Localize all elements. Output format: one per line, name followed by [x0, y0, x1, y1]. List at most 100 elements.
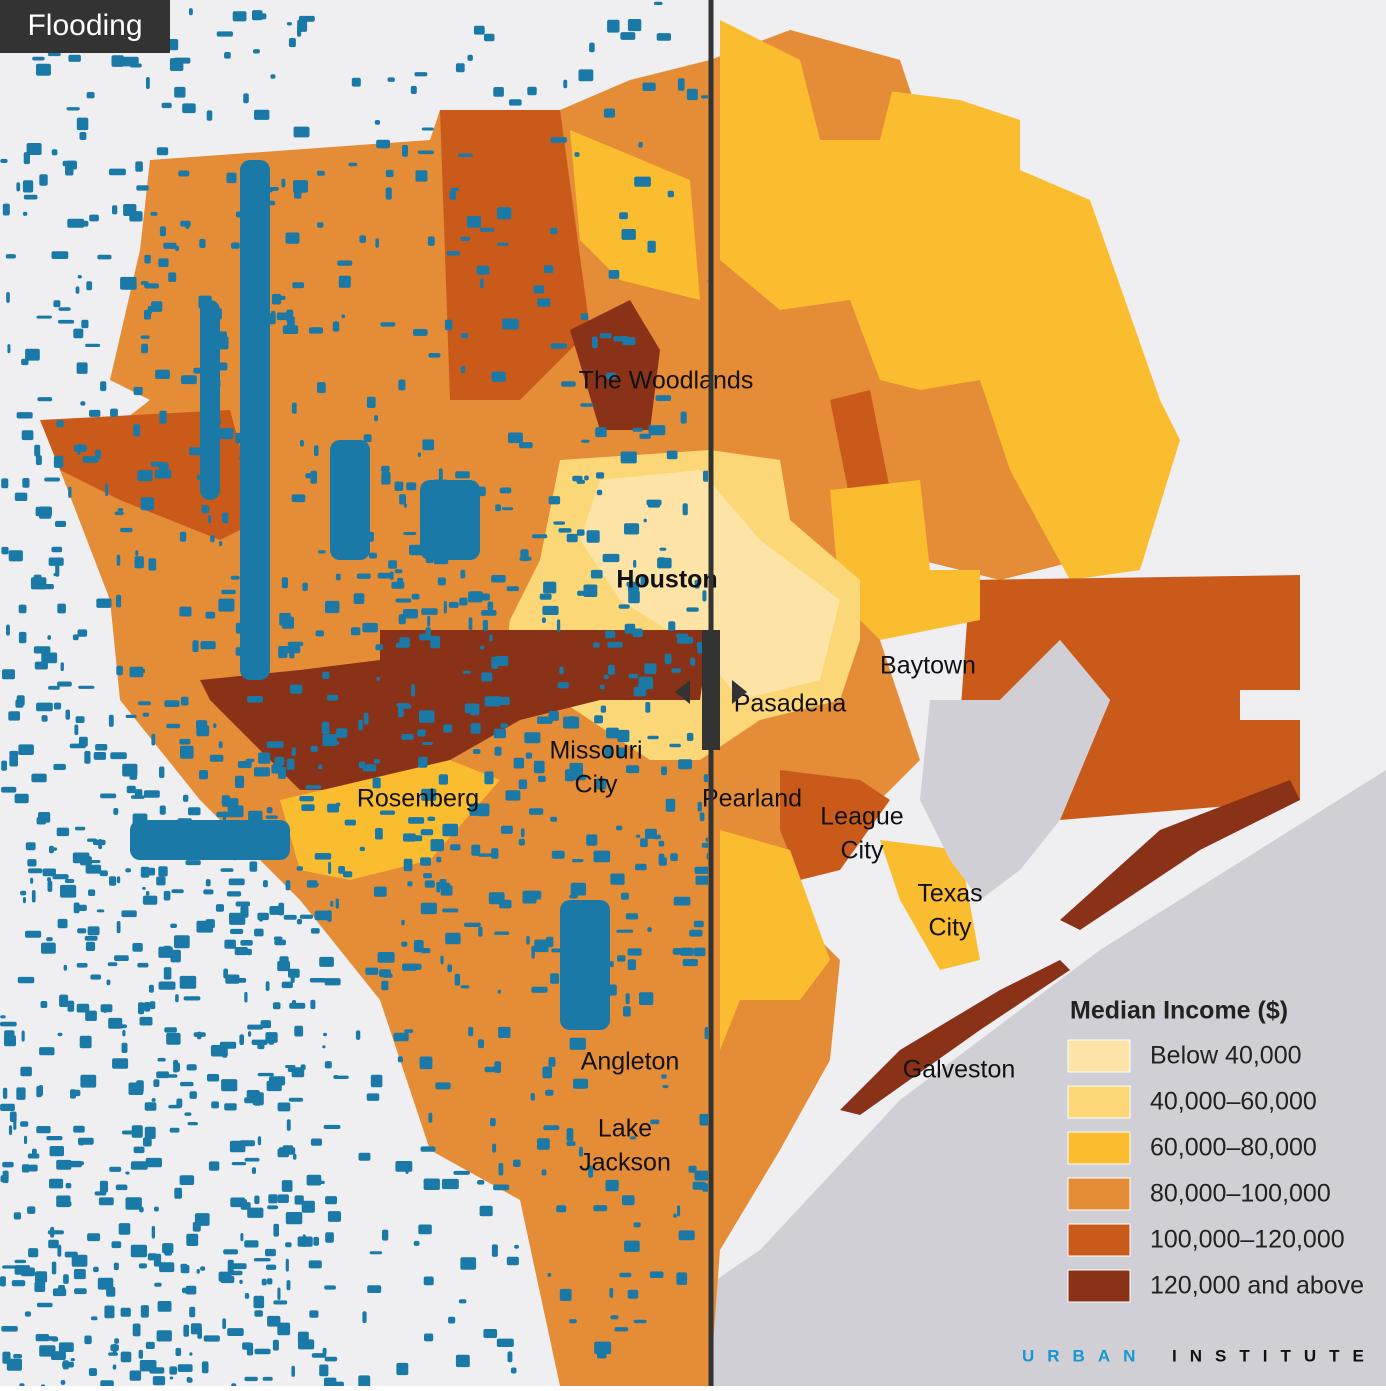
flood-patch	[263, 880, 268, 888]
flood-patch	[121, 910, 137, 918]
flood-patch	[296, 866, 303, 871]
flood-patch	[80, 1074, 97, 1088]
flood-patch	[88, 1368, 97, 1376]
flood-patch	[363, 712, 369, 725]
flood-patch	[686, 607, 699, 612]
flood-patch	[118, 1223, 131, 1235]
flood-patch	[75, 716, 85, 723]
flood-patch	[370, 1074, 383, 1088]
flood-patch	[297, 25, 302, 37]
flood-patch	[491, 1244, 498, 1257]
flood-patch	[291, 747, 296, 756]
flood-patch	[64, 879, 75, 883]
place-label: Rosenberg	[357, 785, 479, 813]
flood-patch	[144, 309, 151, 320]
flood-patch	[244, 1293, 250, 1299]
flood-patch	[403, 503, 407, 508]
flood-patch	[116, 921, 121, 934]
flood-patch	[138, 1002, 145, 1015]
flood-patch	[444, 319, 453, 331]
flood-patch	[496, 1338, 514, 1347]
flood-patch	[277, 1322, 291, 1336]
flood-patch	[310, 470, 317, 484]
flood-patch	[694, 1170, 708, 1181]
flood-patch	[49, 845, 54, 854]
flood-patch	[224, 428, 233, 438]
flood-patch	[550, 227, 558, 235]
flood-patch	[208, 1161, 220, 1171]
flood-patch	[629, 1136, 637, 1140]
flood-patch	[30, 877, 34, 884]
flood-patch	[71, 1089, 81, 1097]
flood-patch	[686, 732, 694, 741]
flood-patch	[108, 168, 126, 176]
flood-patch	[336, 728, 348, 738]
flood-patch	[589, 42, 595, 53]
flood-patch	[53, 763, 66, 770]
flood-patch	[675, 633, 689, 638]
flood-patch	[16, 412, 33, 419]
flood-patch	[508, 432, 523, 444]
flood-patch	[158, 258, 169, 267]
flood-patch	[60, 1380, 66, 1385]
flood-patch	[285, 1242, 292, 1248]
flood-patch	[266, 1264, 277, 1270]
flood-patch	[53, 702, 62, 710]
flood-patch	[289, 1002, 306, 1009]
flood-patch	[669, 743, 681, 748]
flood-patch	[143, 1137, 152, 1147]
flood-patch	[325, 600, 340, 614]
flood-patch	[189, 447, 201, 456]
flood-patch	[283, 914, 297, 920]
flood-patch	[2, 669, 15, 680]
flood-patch	[133, 424, 141, 437]
flood-patch	[39, 1345, 56, 1357]
flood-patch	[697, 801, 702, 812]
flood-patch	[144, 1126, 156, 1139]
flood-patch	[274, 939, 286, 946]
flood-patch	[627, 948, 642, 956]
swipe-handle[interactable]	[702, 630, 720, 750]
flood-patch	[285, 1212, 303, 1225]
flood-patch	[520, 828, 525, 838]
flood-patch	[498, 1162, 504, 1176]
flood-patch	[291, 402, 297, 414]
flood-patch	[335, 898, 339, 909]
flood-patch	[678, 1230, 695, 1241]
flood-patch	[541, 617, 546, 623]
flood-patch	[55, 520, 67, 527]
flood-patch	[282, 325, 299, 334]
flood-patch	[693, 920, 704, 928]
flood-patch	[664, 653, 672, 665]
flood-patch	[180, 220, 191, 227]
flood-patch	[26, 143, 42, 155]
flood-patch	[216, 31, 233, 37]
flood-patch	[111, 55, 124, 67]
flood-patch	[64, 1251, 78, 1258]
flood-patch	[329, 1381, 344, 1386]
flood-patch	[640, 574, 646, 586]
flood-patch	[468, 591, 483, 603]
flood-patch	[470, 723, 481, 734]
flood-patch	[527, 86, 537, 96]
flood-patch	[175, 994, 179, 1003]
flood-patch	[82, 456, 99, 463]
flood-patch	[285, 880, 291, 891]
flood-patch	[277, 1194, 289, 1203]
flood-patch	[330, 900, 334, 907]
flood-patch	[85, 941, 96, 951]
flood-patch	[99, 870, 108, 877]
flood-patch	[77, 629, 88, 637]
flood-patch	[0, 1276, 6, 1287]
flood-patch	[548, 496, 561, 505]
flood-patch	[65, 1183, 72, 1189]
flood-patch	[41, 942, 56, 954]
flood-patch	[20, 1066, 32, 1077]
flood-patch	[180, 696, 189, 706]
flood-patch	[569, 894, 578, 899]
flood-patch	[702, 1183, 708, 1192]
flood-patch	[520, 549, 529, 562]
flood-patch	[377, 952, 395, 963]
flood-patch	[638, 142, 643, 148]
